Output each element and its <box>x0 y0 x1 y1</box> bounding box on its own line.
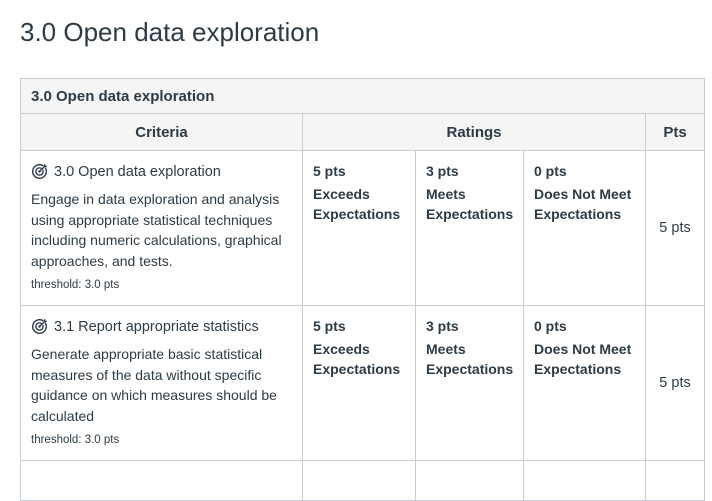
page-title: 3.0 Open data exploration <box>20 17 320 47</box>
criterion-description: Generate appropriate basic statistical m… <box>31 346 277 424</box>
rating-cell-exceeds: 5 pts Exceeds Expectations <box>302 150 416 307</box>
criterion-total-pts: 5 pts <box>644 150 706 307</box>
criterion-row: 3.0 Open data exploration Engage in data… <box>20 150 706 307</box>
rating-label: Exceeds Expectations <box>313 186 401 223</box>
criterion-row: 3.1 Report appropriate statistics Genera… <box>20 305 706 462</box>
criterion-title-line: 3.0 Open data exploration <box>31 163 292 180</box>
rating-cell-does-not-meet: 0 pts Does Not Meet Expectations <box>523 150 646 307</box>
rubric-table: 3.0 Open data exploration Criteria Ratin… <box>19 78 706 501</box>
rating-cell <box>415 460 524 501</box>
column-header-criteria: Criteria <box>20 113 303 152</box>
rating-label: Meets Expectations <box>426 186 514 223</box>
rating-cell-exceeds: 5 pts Exceeds Expectations <box>302 305 416 462</box>
criterion-cell: 3.1 Report appropriate statistics Genera… <box>20 305 303 462</box>
rating-points: 5 pts <box>313 163 346 180</box>
pts-cell <box>644 460 706 501</box>
rating-label: Does Not Meet Expectations <box>534 186 632 223</box>
criterion-threshold: threshold: 3.0 pts <box>31 278 120 291</box>
criterion-total-pts: 5 pts <box>644 305 706 462</box>
rating-label: Meets Expectations <box>426 341 514 378</box>
criterion-threshold: threshold: 3.0 pts <box>31 433 120 446</box>
rating-cell-does-not-meet: 0 pts Does Not Meet Expectations <box>523 305 646 462</box>
rating-points: 0 pts <box>534 318 567 335</box>
rating-label: Does Not Meet Expectations <box>534 341 632 378</box>
outcome-target-icon <box>31 318 48 335</box>
rating-label: Exceeds Expectations <box>313 341 401 378</box>
rating-cell <box>523 460 646 501</box>
rating-points: 3 pts <box>426 163 459 180</box>
rating-points: 0 pts <box>534 163 567 180</box>
criterion-description: Engage in data exploration and analysis … <box>31 191 282 269</box>
rubric-caption-row: 3.0 Open data exploration <box>19 78 706 115</box>
rubric-caption: 3.0 Open data exploration <box>19 78 706 115</box>
rating-points: 5 pts <box>313 318 346 335</box>
rubric-header-row: Criteria Ratings Pts <box>20 113 706 152</box>
column-header-pts: Pts <box>644 113 706 152</box>
column-header-ratings: Ratings <box>302 113 646 152</box>
criterion-title: 3.0 Open data exploration <box>54 163 221 180</box>
criterion-cell <box>20 460 303 501</box>
criterion-title-line: 3.1 Report appropriate statistics <box>31 318 292 335</box>
criterion-cell: 3.0 Open data exploration Engage in data… <box>20 150 303 307</box>
criterion-row-clipped <box>20 460 706 501</box>
criterion-title: 3.1 Report appropriate statistics <box>54 318 259 335</box>
rating-cell <box>302 460 416 501</box>
rating-cell-meets: 3 pts Meets Expectations <box>415 150 524 307</box>
rating-points: 3 pts <box>426 318 459 335</box>
outcome-target-icon <box>31 163 48 180</box>
rating-cell-meets: 3 pts Meets Expectations <box>415 305 524 462</box>
